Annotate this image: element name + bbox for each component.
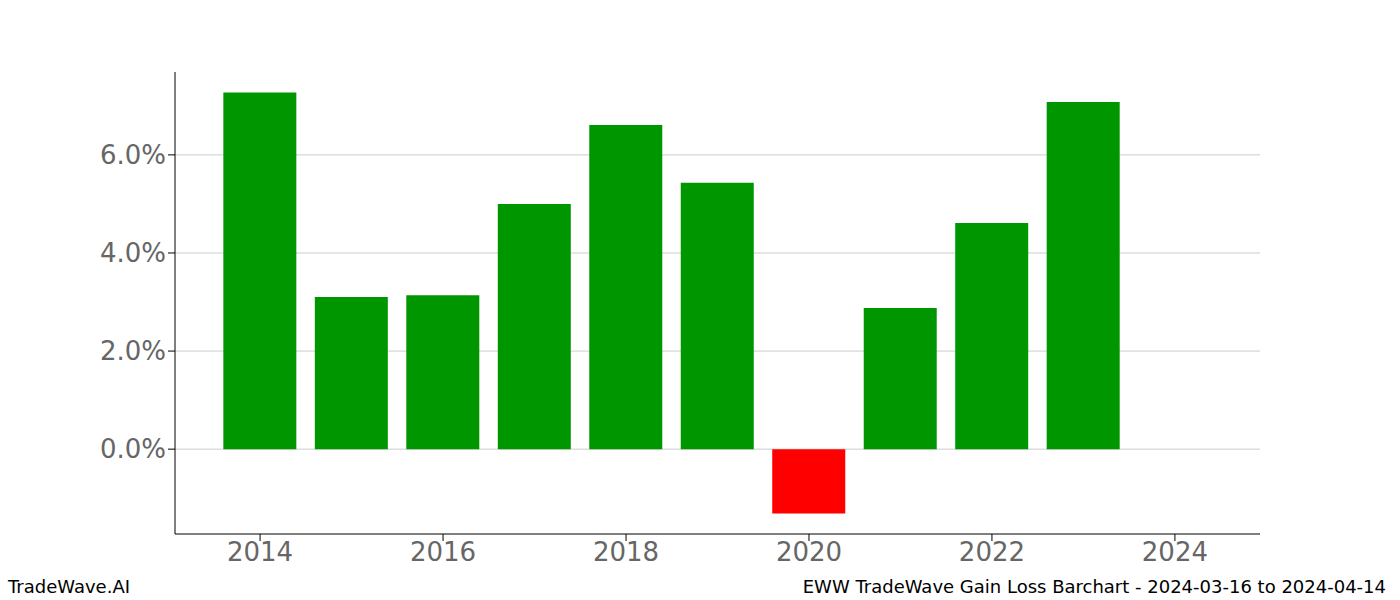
svg-text:4.0%: 4.0% xyxy=(100,238,166,268)
svg-text:2022: 2022 xyxy=(959,537,1025,567)
svg-text:2014: 2014 xyxy=(227,537,293,567)
html-text:TradeWave.AI: TradeWave.AI xyxy=(8,576,130,597)
svg-text:2016: 2016 xyxy=(410,537,476,567)
svg-text:2018: 2018 xyxy=(593,537,659,567)
html-text:EWW TradeWave Gain Loss Barcha: EWW TradeWave Gain Loss Barchart - 2024-… xyxy=(802,576,1386,597)
svg-text:2020: 2020 xyxy=(776,537,842,567)
svg-text:2.0%: 2.0% xyxy=(100,336,166,366)
svg-text:6.0%: 6.0% xyxy=(100,140,166,170)
svg-text:2024: 2024 xyxy=(1142,537,1208,567)
svg-text:0.0%: 0.0% xyxy=(100,434,166,464)
